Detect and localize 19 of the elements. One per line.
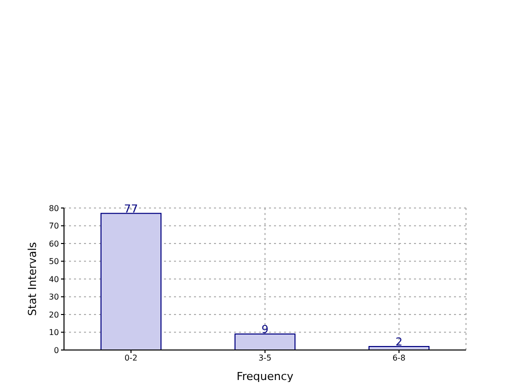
y-tick-label: 10 <box>48 328 59 338</box>
x-axis-title: Frequency <box>236 370 294 383</box>
y-tick-label: 70 <box>48 222 59 231</box>
bar <box>234 334 296 350</box>
y-tick-label: 80 <box>48 204 59 213</box>
y-tick-label: 30 <box>48 292 59 302</box>
x-tick-label: 6-8 <box>392 354 406 363</box>
y-tick-label: 20 <box>48 310 59 320</box>
x-tick-label: 0-2 <box>124 354 138 363</box>
data-label: 77 <box>124 202 138 216</box>
y-tick-label: 60 <box>48 239 59 248</box>
data-label: 9 <box>262 323 268 336</box>
y-tick-label: 0 <box>54 346 59 355</box>
bar <box>100 212 162 350</box>
data-label: 2 <box>396 335 402 348</box>
x-tick-label: 3-5 <box>258 354 272 363</box>
y-tick-label: 40 <box>48 274 59 284</box>
y-axis-title: Stat Intervals <box>26 242 39 316</box>
y-tick-label: 50 <box>48 257 59 266</box>
